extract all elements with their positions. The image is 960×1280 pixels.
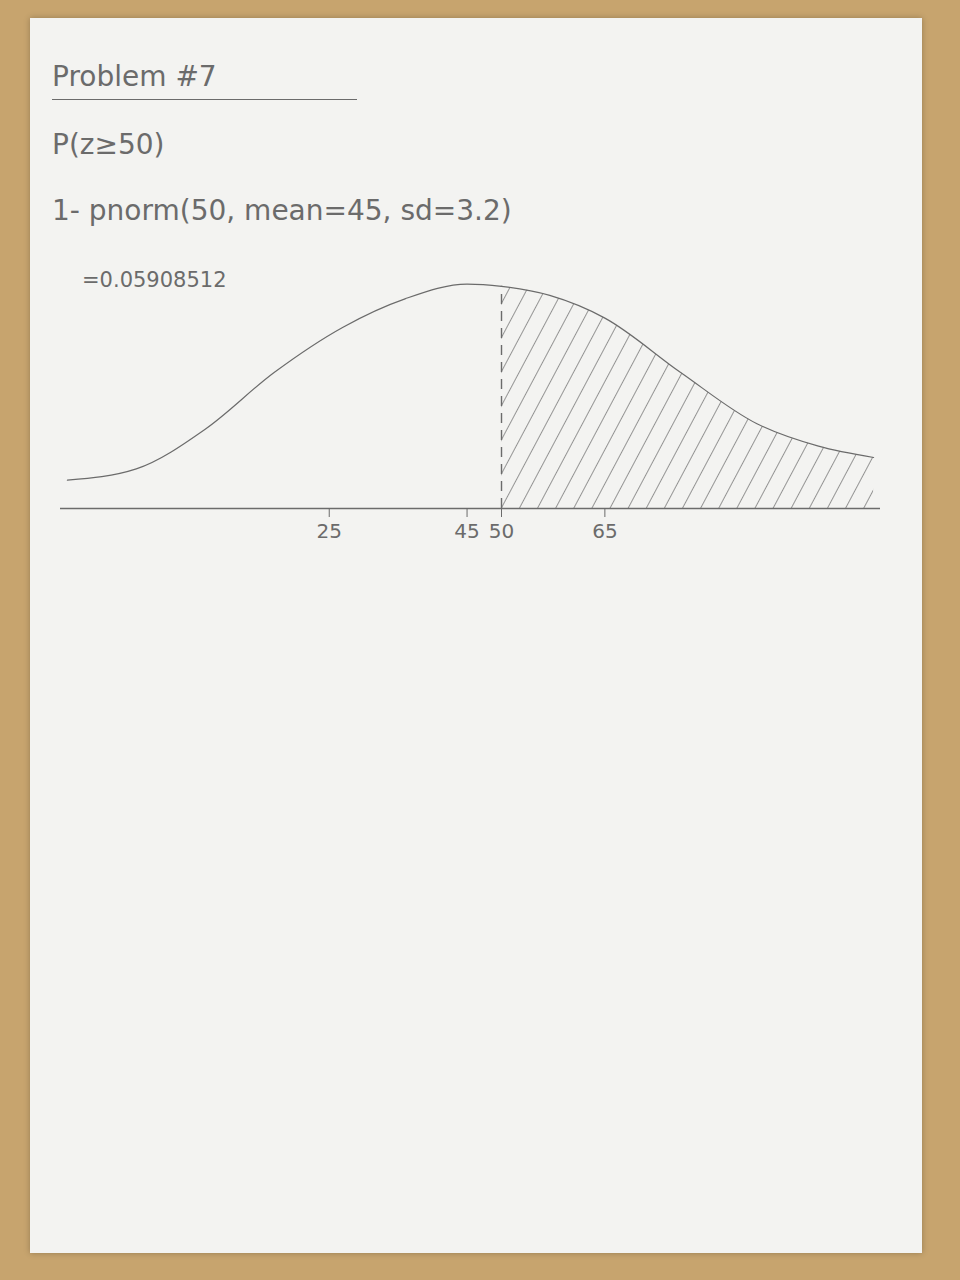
- html-text:Problem #7: Problem #7: [52, 60, 217, 93]
- svg-text:65: 65: [592, 519, 617, 543]
- svg-text:25: 25: [317, 519, 342, 543]
- html-text:1- pnorm(50, mean=45, sd=3.2): 1- pnorm(50, mean=45, sd=3.2): [52, 194, 512, 227]
- svg-text:45: 45: [454, 519, 479, 543]
- html-text:P(z≥50): P(z≥50): [52, 128, 165, 161]
- html-text:=0.05908512: =0.05908512: [82, 268, 227, 292]
- svg-text:50: 50: [489, 519, 514, 543]
